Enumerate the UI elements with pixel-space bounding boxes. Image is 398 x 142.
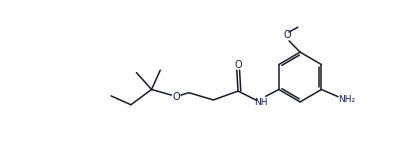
Text: O: O: [284, 30, 291, 40]
Text: O: O: [234, 60, 242, 70]
Text: NH₂: NH₂: [338, 95, 355, 104]
Text: O: O: [172, 92, 180, 102]
Text: NH: NH: [254, 98, 267, 107]
